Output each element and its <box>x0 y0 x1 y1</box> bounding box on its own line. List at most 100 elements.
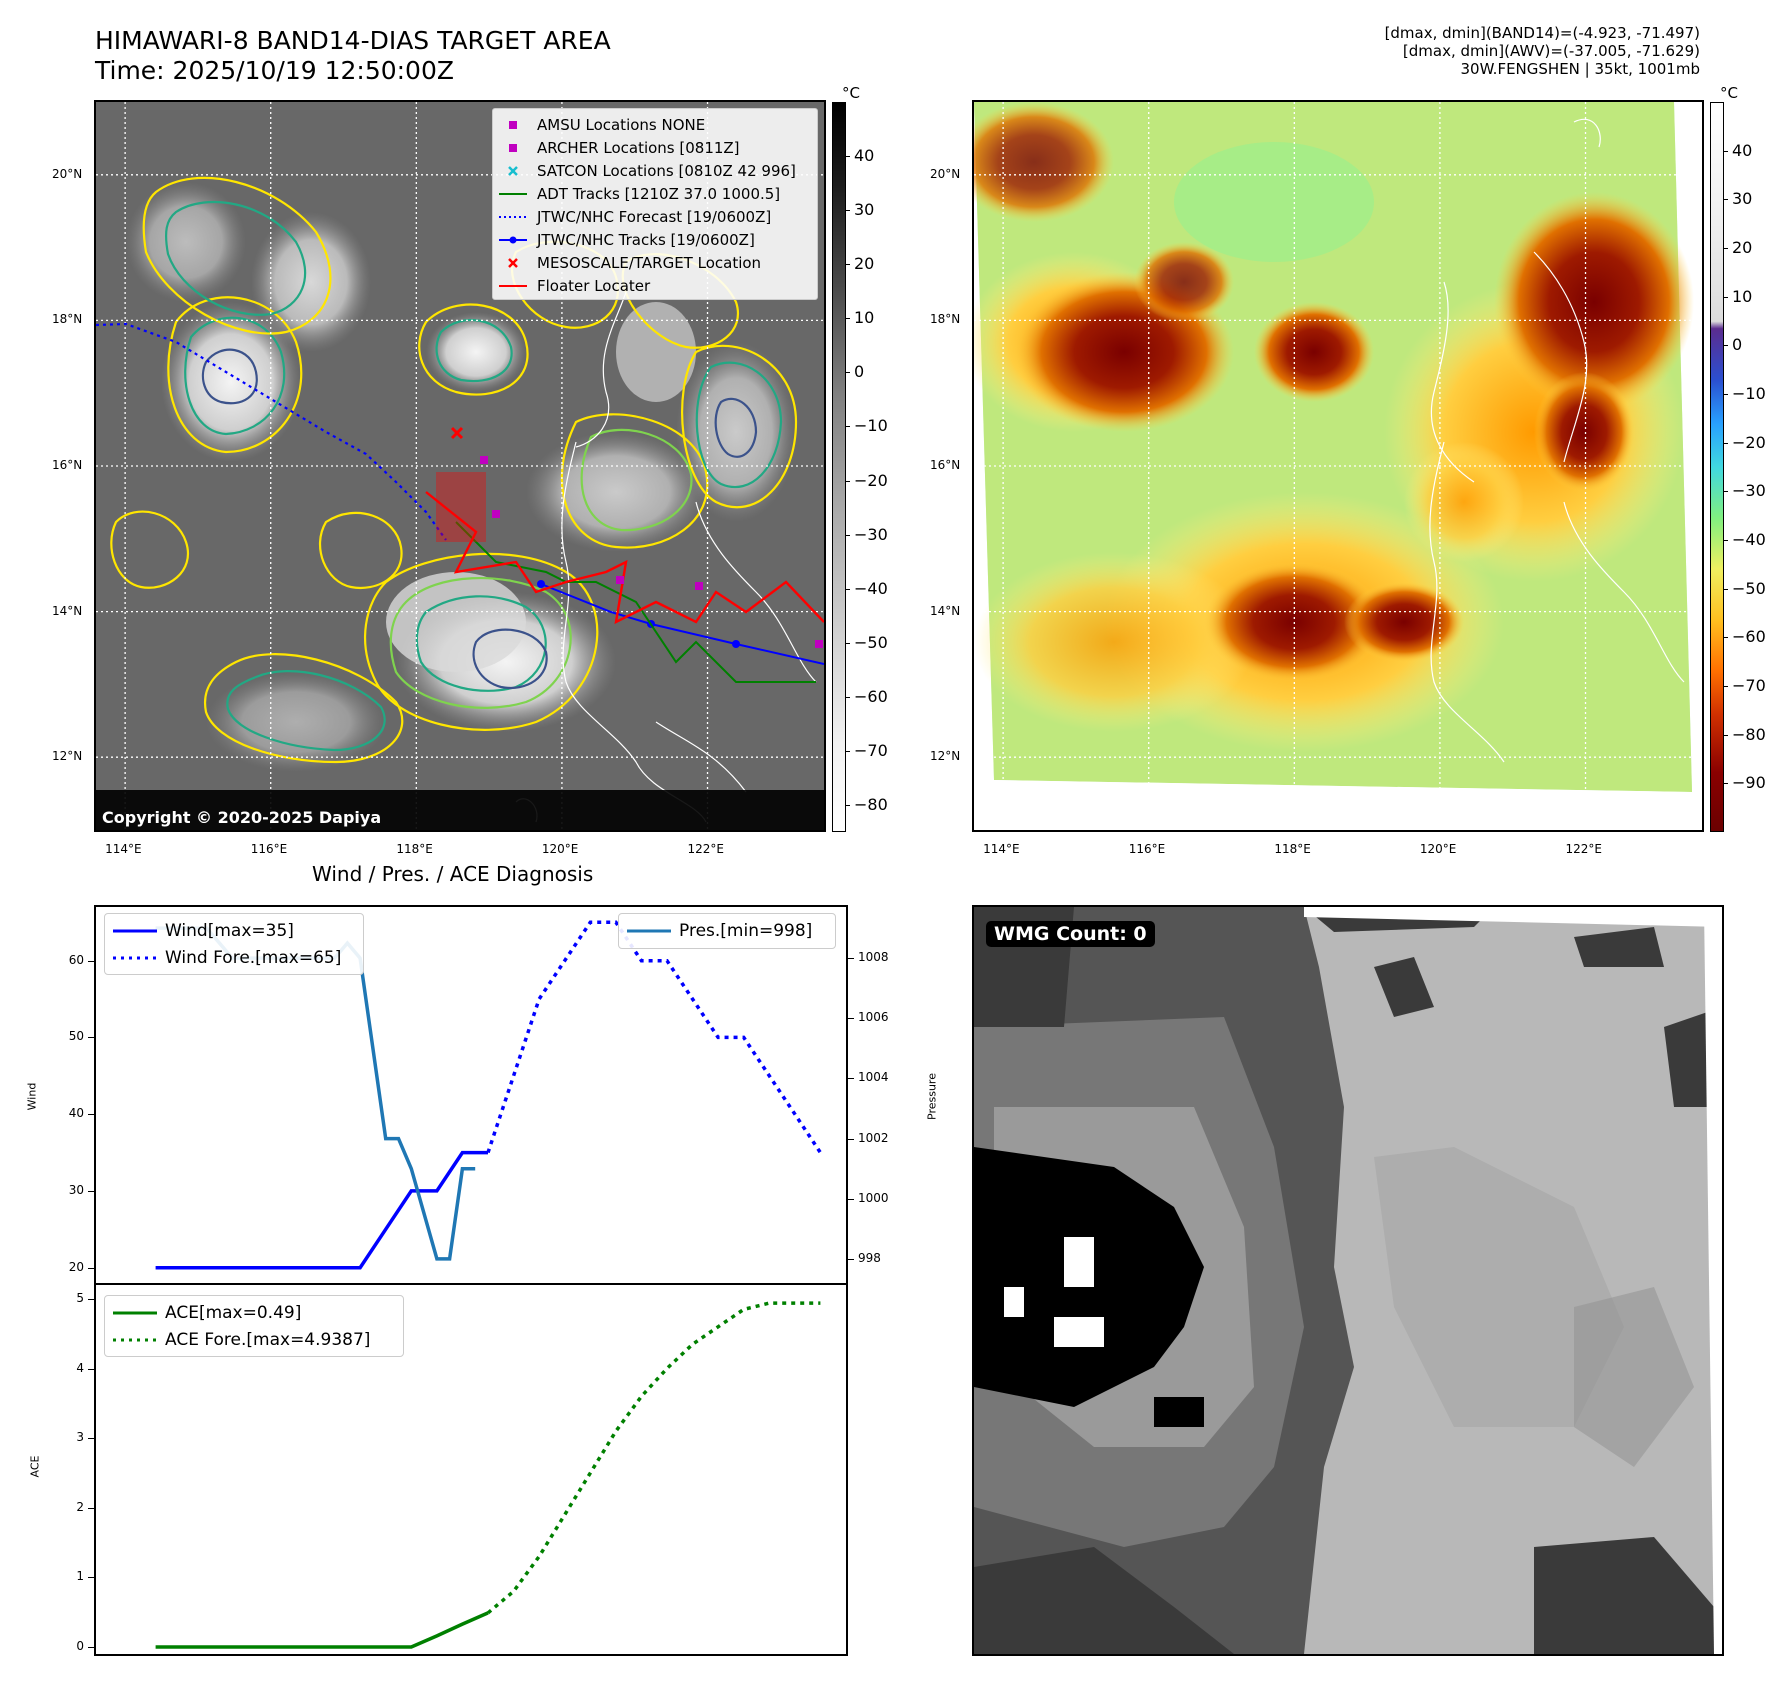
colorbar-tick-label: 0 <box>1732 335 1743 355</box>
ace-tick-label: 1 <box>76 1569 84 1584</box>
colorbar-tick-label: 0 <box>854 362 865 382</box>
colorbar-tick-mark <box>1724 199 1728 201</box>
lon-tick-label: 122°E <box>687 842 725 856</box>
colorbar-tick-mark <box>846 588 850 590</box>
colorbar-tick-mark <box>1724 540 1728 541</box>
wind-tick-label: 20 <box>68 1259 84 1274</box>
storm-info: [dmax, dmin](BAND14)=(-4.923, -71.497) [… <box>1385 24 1700 78</box>
colorbar-tick-mark <box>846 426 850 428</box>
dmax-awv: [dmax, dmin](AWV)=(-37.005, -71.629) <box>1402 42 1700 60</box>
series-line-wind <box>155 1150 488 1270</box>
colorbar-tick-mark <box>846 372 850 374</box>
legend-label: Floater Locater <box>537 276 651 295</box>
pressure-legend-label: Pres.[min=998] <box>679 920 813 941</box>
ace-chart <box>155 1301 821 1649</box>
legend-entry: ARCHER Locations [0811Z] <box>495 136 815 159</box>
wind-tick-label: 50 <box>68 1029 84 1044</box>
colorbar-tick-label: −40 <box>1732 530 1766 549</box>
pressure-tick-mark <box>848 1198 854 1200</box>
pressure-tick-mark <box>848 1078 854 1080</box>
ir-legend: AMSU Locations NONE ARCHER Locations [081… <box>492 108 818 300</box>
colorbar-tick-mark <box>846 642 850 644</box>
legend-label: AMSU Locations NONE <box>537 115 706 134</box>
colorbar-tick-label: −30 <box>854 524 888 544</box>
ace-tick-label: 5 <box>76 1290 84 1305</box>
series-line-acefore <box>486 1301 821 1615</box>
legend-label: SATCON Locations [0810Z 42 996] <box>537 161 796 180</box>
colorbar-tick-mark <box>846 804 850 806</box>
colorbar-tick-label: 30 <box>1732 189 1753 209</box>
colorbar-tick-label: −30 <box>1732 481 1766 501</box>
legend-entry: SATCON Locations [0810Z 42 996] <box>495 159 815 182</box>
ace-legend: ACE[max=0.49] ACE Fore.[max=4.9387] <box>104 1295 404 1357</box>
ace-tick-label: 0 <box>76 1639 84 1654</box>
legend-symbol <box>495 257 531 269</box>
jtwc-forecast-track <box>96 322 447 541</box>
colorbar-tick-label: −40 <box>854 578 888 598</box>
legend-label: ADT Tracks [1210Z 37.0 1000.5] <box>537 184 781 203</box>
legend-symbol <box>495 211 531 223</box>
legend-entry: MESOSCALE/TARGET Location <box>495 251 815 274</box>
wind-tick-label: 40 <box>68 1106 84 1121</box>
colorbar-tick-mark <box>1724 442 1728 444</box>
colorbar-tick-label: −90 <box>1732 773 1766 793</box>
colorbar-tick-mark <box>846 264 850 266</box>
colorbar-tick-mark <box>846 210 850 212</box>
figure-time: Time: 2025/10/19 12:50:00Z <box>95 56 454 85</box>
legend-label: ARCHER Locations [0811Z] <box>537 138 740 157</box>
ace-forecast-legend-label: ACE Fore.[max=4.9387] <box>165 1329 371 1350</box>
colorbar-tick-label: 10 <box>854 308 875 328</box>
ace-tick-label: 4 <box>76 1360 84 1375</box>
colorbar-tick-mark <box>1724 491 1728 493</box>
pressure-tick-label: 1004 <box>858 1070 889 1085</box>
archer-points <box>480 456 823 648</box>
ace-tick-mark <box>88 1577 94 1579</box>
ace-tick-mark <box>88 1438 94 1440</box>
wind-tick-label: 60 <box>68 952 84 967</box>
colorbar-tick-mark <box>1724 637 1728 639</box>
legend-symbol <box>495 280 531 292</box>
ir-colorbar-unit: °C <box>842 84 860 102</box>
wind-tick-mark <box>88 1190 94 1192</box>
colorbar-tick-mark <box>1724 394 1728 395</box>
awv-colorbar-unit: °C <box>1720 84 1738 102</box>
colorbar-tick-mark <box>846 480 850 482</box>
lat-tick-label: 18°N <box>930 312 961 327</box>
legend-symbol <box>495 234 531 246</box>
storm-name-intensity: 30W.FENGSHEN | 35kt, 1001mb <box>1460 60 1700 78</box>
colorbar-tick-mark <box>1724 248 1728 249</box>
colorbar-tick-mark <box>846 156 850 158</box>
legend-label: MESOSCALE/TARGET Location <box>537 253 762 272</box>
colorbar-tick-mark <box>1724 686 1728 687</box>
series-line-windfore <box>486 920 822 1154</box>
wind-axis-label: Wind <box>25 1082 39 1111</box>
lat-tick-label: 16°N <box>52 458 83 472</box>
pressure-tick-label: 998 <box>858 1250 881 1265</box>
legend-entry: JTWC/NHC Forecast [19/0600Z] <box>495 205 815 228</box>
colorbar-tick-label: 10 <box>1732 286 1753 306</box>
colorbar-tick-label: 30 <box>854 200 875 220</box>
series-line-pres <box>155 926 476 1261</box>
floater-locater-track <box>425 491 824 625</box>
wmg-panel: WMG Count: 0 <box>972 905 1724 1656</box>
legend-symbol <box>495 119 531 131</box>
wind-tick-mark <box>88 1037 94 1039</box>
awv-map <box>974 102 1702 830</box>
wind-tick-label: 30 <box>68 1182 84 1197</box>
colorbar-tick-mark <box>1724 783 1728 785</box>
colorbar-tick-label: −10 <box>854 416 888 436</box>
pressure-tick-mark <box>848 1018 854 1020</box>
pressure-legend: Pres.[min=998] <box>618 913 836 949</box>
ace-tick-mark <box>88 1368 94 1370</box>
legend-label: JTWC/NHC Tracks [19/0600Z] <box>537 230 755 249</box>
colorbar-tick-label: 20 <box>854 254 875 274</box>
pressure-axis-label: Pressure <box>925 1073 939 1120</box>
awv-panel <box>972 100 1704 832</box>
lon-tick-label: 114°E <box>983 842 1020 856</box>
wind-legend: Wind[max=35] Wind Fore.[max=65] <box>104 913 364 975</box>
wind-pressure-plot: Wind[max=35] Wind Fore.[max=65] Pres.[mi… <box>94 905 848 1285</box>
lon-tick-label: 118°E <box>1274 842 1311 856</box>
lat-tick-label: 12°N <box>52 749 83 764</box>
pressure-tick-label: 1006 <box>858 1010 889 1025</box>
ace-plot: ACE[max=0.49] ACE Fore.[max=4.9387] <box>94 1283 848 1656</box>
